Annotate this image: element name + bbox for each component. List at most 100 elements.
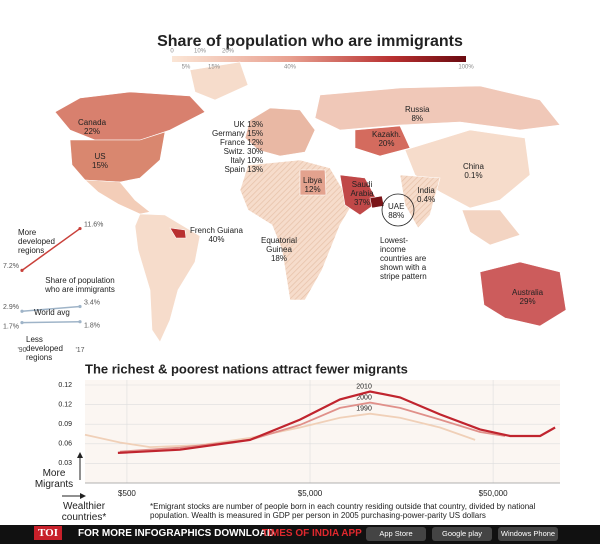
y-tick-label: 0.12 — [58, 382, 72, 389]
logo: TOI — [34, 526, 62, 540]
series-line — [21, 227, 81, 271]
x-tick-label: $500 — [118, 489, 136, 498]
country-name: French Guiana — [190, 226, 243, 235]
country-row: UK 13% — [212, 120, 263, 129]
europe-list: UK 13% Germany 15% France 12% Switz. 30% Ita… — [212, 120, 263, 174]
country-name: Canada — [78, 118, 107, 127]
arrow-head — [80, 493, 86, 499]
series-label: 2000 — [356, 394, 372, 401]
country-name: Equatorial Guinea — [260, 236, 298, 254]
country-name: Spain — [224, 165, 245, 174]
legend-label: 100% — [458, 65, 474, 71]
series-name: World avg — [34, 308, 70, 317]
country-name: Libya — [303, 176, 323, 185]
country-share: 18% — [270, 254, 287, 263]
point — [78, 226, 82, 231]
legend-label: 5% — [182, 65, 191, 71]
country-share: 88% — [388, 211, 405, 220]
series-label: 2010 — [356, 383, 372, 390]
footer-app: TIMES OF INDIA APP — [262, 528, 362, 539]
value-label: 3.4% — [84, 299, 100, 306]
mini-title: Share of population who are immigrants — [45, 276, 115, 294]
country-share: 29% — [519, 297, 536, 306]
country-share: 0.4% — [417, 195, 436, 204]
country-share: 0.1% — [464, 171, 483, 180]
country-name: UAE — [388, 202, 405, 211]
country-share: 20% — [378, 139, 395, 148]
country-name: US — [94, 152, 106, 161]
series-name: Less developed regions — [26, 335, 63, 362]
country-name: India — [417, 186, 435, 195]
country-share: 30% — [247, 147, 264, 156]
legend-label: 0 — [170, 49, 174, 55]
chart-title: The richest & poorest nations attract fe… — [85, 361, 408, 376]
country-name: Australia — [512, 288, 544, 297]
series-line — [21, 320, 81, 324]
country-share: 22% — [84, 127, 101, 136]
country-label: Canada 22% — [78, 118, 106, 136]
country-name: Germany — [212, 129, 245, 138]
point — [20, 321, 24, 325]
y-tick-label: 0.03 — [58, 460, 72, 467]
y-tick-label: 0.09 — [58, 421, 72, 428]
country-name: Italy — [230, 156, 245, 165]
country-share: 12% — [247, 138, 264, 147]
series-line — [84, 412, 476, 449]
point — [78, 320, 82, 324]
legend-label: 15% — [208, 65, 221, 71]
value-label: 1.8% — [84, 323, 100, 330]
footer: TOI FOR MORE INFOGRAPHICS DOWNLOAD TIMES… — [0, 525, 600, 544]
country-name: UK — [233, 120, 245, 129]
legend-label: 40% — [284, 65, 297, 71]
x-axis-title: Wealthier countries* — [61, 501, 107, 523]
country-row: France 12% — [212, 138, 263, 147]
x-tick-label: $5,000 — [298, 489, 323, 498]
footer-text: FOR MORE INFOGRAPHICS DOWNLOAD — [78, 528, 275, 539]
map — [54, 61, 567, 343]
country-share: 15% — [247, 129, 264, 138]
footnote: *Emigrant stocks are number of people bo… — [150, 502, 536, 520]
x-tick-label: '17 — [75, 347, 84, 354]
store-badge[interactable]: Google play — [432, 527, 492, 541]
x-tick-label: $50,000 — [479, 489, 508, 498]
series-line — [21, 305, 81, 312]
country-row: Italy 10% — [212, 156, 263, 165]
point — [20, 309, 24, 313]
legend-label: 20% — [222, 49, 235, 55]
series-label: 1990 — [356, 406, 372, 413]
value-label: 2.9% — [3, 304, 19, 311]
country-name: France — [220, 138, 245, 147]
country-row: Germany 15% — [212, 129, 263, 138]
country-row: Switz. 30% — [212, 147, 264, 156]
store-badge[interactable]: Windows Phone — [498, 527, 558, 541]
legend-scale — [172, 56, 466, 62]
series-line — [117, 390, 556, 454]
y-axis-title: More Migrants — [34, 468, 74, 490]
y-tick-label: 0.06 — [58, 441, 72, 448]
country-name: Switz. — [223, 147, 245, 156]
value-label: 1.7% — [3, 323, 19, 330]
country-name: China — [463, 162, 484, 171]
country-share: 13% — [247, 120, 264, 129]
point — [20, 268, 24, 272]
country-share: 40% — [208, 235, 225, 244]
country-name: Russia — [405, 105, 430, 114]
x-tick-label: '90 — [17, 347, 26, 354]
map-note: Lowest-income countries are shown with a… — [380, 236, 427, 281]
arrow-head — [77, 452, 83, 458]
country-share: 13% — [247, 165, 264, 174]
country-share: 37% — [353, 198, 370, 207]
country-name: Kazakh. — [372, 130, 401, 139]
store-badge[interactable]: App Store — [366, 527, 426, 541]
country-share: 8% — [411, 114, 423, 123]
country-row: Spain 13% — [212, 165, 263, 174]
country-name: Saudi Arabia — [350, 180, 374, 198]
country-share: 10% — [247, 156, 264, 165]
title: Share of population who are immigrants — [157, 33, 463, 50]
point — [78, 304, 82, 309]
series-name: More developed regions — [18, 228, 55, 255]
y-tick-label: 0.12 — [58, 401, 72, 408]
legend-label: 10% — [194, 49, 207, 55]
